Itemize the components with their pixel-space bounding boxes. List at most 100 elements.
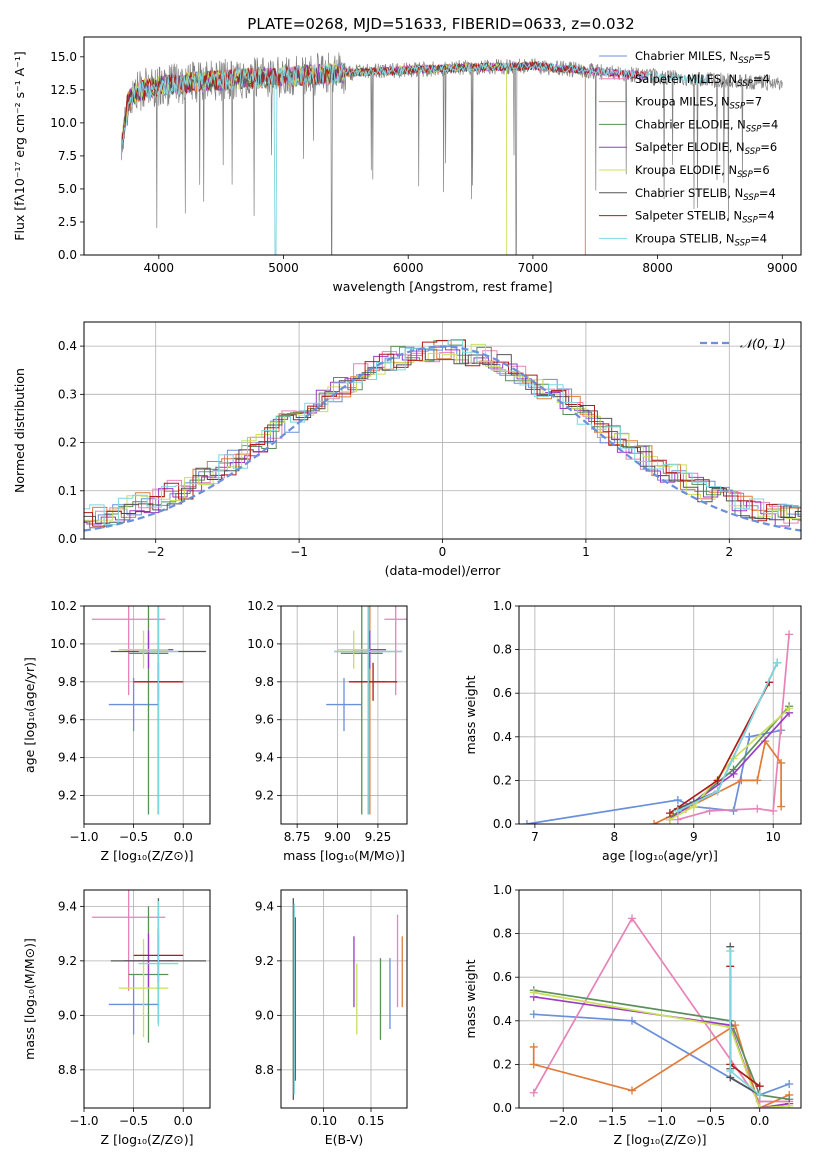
- weight-marker: [729, 806, 738, 815]
- weight-marker: [673, 806, 682, 815]
- x-tick-label: 5000: [268, 261, 299, 275]
- y-tick-label: 9.6: [255, 713, 274, 727]
- legend-label-tail: =6: [760, 140, 777, 154]
- y-tick-label: 0.2: [493, 1057, 512, 1071]
- x-axis-label: E(B-V): [325, 1132, 364, 1147]
- y-tick-label: 9.2: [58, 789, 77, 803]
- y-tick-label: 9.4: [58, 899, 77, 913]
- x-tick-label: 4000: [144, 261, 175, 275]
- x-tick-label: 0.10: [310, 1114, 337, 1128]
- legend-label: Chabrier MILES, NSSP=5: [635, 49, 771, 66]
- y-tick-label: 0.3: [58, 387, 77, 401]
- weight-marker: [627, 914, 636, 923]
- legend-label: Chabrier ELODIE, NSSP=4: [635, 117, 778, 134]
- y-tick-label: 0.0: [493, 817, 512, 831]
- y-tick-label: 2.5: [58, 215, 77, 229]
- y-axis-label: Flux [fλ10⁻¹⁷ erg cm⁻² s⁻¹ A⁻¹]: [12, 51, 27, 240]
- weight-marker: [665, 809, 674, 818]
- weight-marker: [785, 704, 794, 713]
- y-axis-label: age [log₁₀(age/yr)]: [22, 657, 37, 773]
- weight-line-chabrier-elodie: [533, 989, 790, 1101]
- errorbar-point-chabrier-miles: [108, 678, 159, 732]
- y-tick-label: 7.5: [58, 149, 77, 163]
- y-tick-label: 15.0: [50, 50, 77, 64]
- x-tick-label: 8.75: [284, 830, 311, 844]
- y-tick-label: 10.0: [247, 637, 274, 651]
- x-tick-label: −1.0: [647, 1114, 676, 1128]
- x-tick-label: 9.00: [324, 830, 351, 844]
- y-tick-label: 0.0: [493, 1101, 512, 1115]
- y-axis-label: mass [log₁₀(M/M⊙)]: [22, 938, 37, 1060]
- x-tick-label: 8: [611, 830, 619, 844]
- weight-marker: [777, 802, 786, 811]
- weight-vs-age-panel: 7 8 9 10 0.0 0.2 0.4 0.6 0.8 1.0 age [log₁₀(age/yr…: [463, 599, 802, 863]
- y-tick-label: 0.4: [493, 730, 512, 744]
- residuals-panel: −2 −1 0 1 2 0.0 0.1 0.2 0.3 0.4 (data-model)/error…: [12, 321, 802, 578]
- errorbar-point-salpeter-miles: [91, 890, 166, 991]
- legend-label-main: Salpeter MILES, N: [635, 72, 737, 86]
- legend-label: 𝒩(0, 1): [740, 336, 786, 351]
- x-axis-label: age [log₁₀(age/yr)]: [602, 848, 718, 863]
- mass-vs-ebv-plot-area: [292, 898, 403, 1100]
- y-tick-label: 0.0: [58, 532, 77, 546]
- legend-label-subscript: SSP: [730, 102, 746, 112]
- legend-label-main: Salpeter STELIB, N: [635, 209, 742, 223]
- legend-label-subscript: SSP: [737, 170, 753, 180]
- errorbar-point-chabrier-miles: [108, 974, 159, 1035]
- x-tick-label: 9000: [767, 261, 798, 275]
- weight-marker: [753, 804, 762, 813]
- legend-label: Salpeter STELIB, NSSP=4: [635, 209, 775, 226]
- weight-marker: [777, 758, 786, 767]
- plot-frame: [83, 321, 802, 540]
- x-tick-label: −1.5: [598, 1114, 627, 1128]
- errorbar-point-salpeter-miles: [91, 606, 166, 696]
- age-vs-Z-panel: −1.0 −0.5 0.0 9.2 9.4 9.6 9.8 10.0 10.2 Z [log₁₀(…: [22, 599, 211, 863]
- legend-label-subscript: SSP: [746, 124, 762, 134]
- weight-marker: [529, 1088, 538, 1097]
- x-tick-label: 9.25: [365, 830, 392, 844]
- legend-label: Kroupa STELIB, NSSP=4: [635, 231, 767, 248]
- weight-marker: [529, 1010, 538, 1019]
- y-tick-label: 0.0: [58, 248, 77, 262]
- y-tick-label: 1.0: [493, 599, 512, 613]
- x-axis-label: wavelength [Angstrom, rest frame]: [332, 279, 552, 294]
- weight-vs-Z-panel: −2.0 −1.5 −1.0 −0.5 0.0 0.0 0.2 0.4 0.6 0.8 1.0 Z […: [463, 883, 802, 1147]
- errorbar-point-chabrier-miles: [326, 678, 362, 732]
- weight-marker: [785, 1080, 794, 1089]
- legend-label-main: Chabrier MILES, N: [635, 49, 738, 63]
- legend-label-tail: =4: [758, 209, 775, 223]
- weight-marker: [785, 1101, 794, 1108]
- x-tick-label: 10: [766, 830, 781, 844]
- weight-marker: [753, 776, 762, 785]
- residuals-plot-area: [84, 339, 801, 532]
- residual-histogram-kroupa-stelib: [84, 339, 801, 526]
- y-tick-label: 10.2: [247, 599, 274, 613]
- legend-label-subscript: SSP: [738, 56, 754, 66]
- y-tick-label: 10.0: [50, 637, 77, 651]
- x-tick-label: 1: [582, 545, 590, 559]
- weight-marker: [705, 806, 714, 815]
- x-tick-label: −1.0: [69, 830, 98, 844]
- legend-label: Kroupa MILES, NSSP=7: [635, 95, 762, 112]
- y-tick-label: 10.2: [50, 599, 77, 613]
- y-tick-label: 1.0: [493, 883, 512, 897]
- weight-line-kroupa-elodie: [533, 991, 790, 1108]
- legend-label-subscript: SSP: [743, 193, 759, 203]
- weight-marker: [713, 776, 722, 785]
- x-tick-label: 0.15: [358, 1114, 385, 1128]
- weight-marker: [755, 1090, 764, 1099]
- legend-label-main: Kroupa ELODIE, N: [635, 163, 737, 177]
- residual-histogram-kroupa-elodie: [84, 343, 801, 524]
- x-tick-label: −1: [290, 545, 308, 559]
- x-tick-label: 0: [439, 545, 447, 559]
- residual-histogram-chabrier-stelib: [84, 347, 801, 524]
- x-tick-label: −0.5: [119, 1114, 148, 1128]
- mass-vs-Z-panel: −1.0 −0.5 0.0 8.8 9.0 9.2 9.4 Z [log₁₀(Z/Z⊙)] ma…: [22, 889, 211, 1147]
- y-tick-label: 8.8: [58, 1063, 77, 1077]
- y-tick-label: 0.8: [493, 927, 512, 941]
- errorbar-point-chabrier-elodie: [340, 606, 383, 815]
- y-axis-label: Normed distribution: [12, 368, 27, 493]
- legend-label: Salpeter ELODIE, NSSP=6: [635, 140, 777, 157]
